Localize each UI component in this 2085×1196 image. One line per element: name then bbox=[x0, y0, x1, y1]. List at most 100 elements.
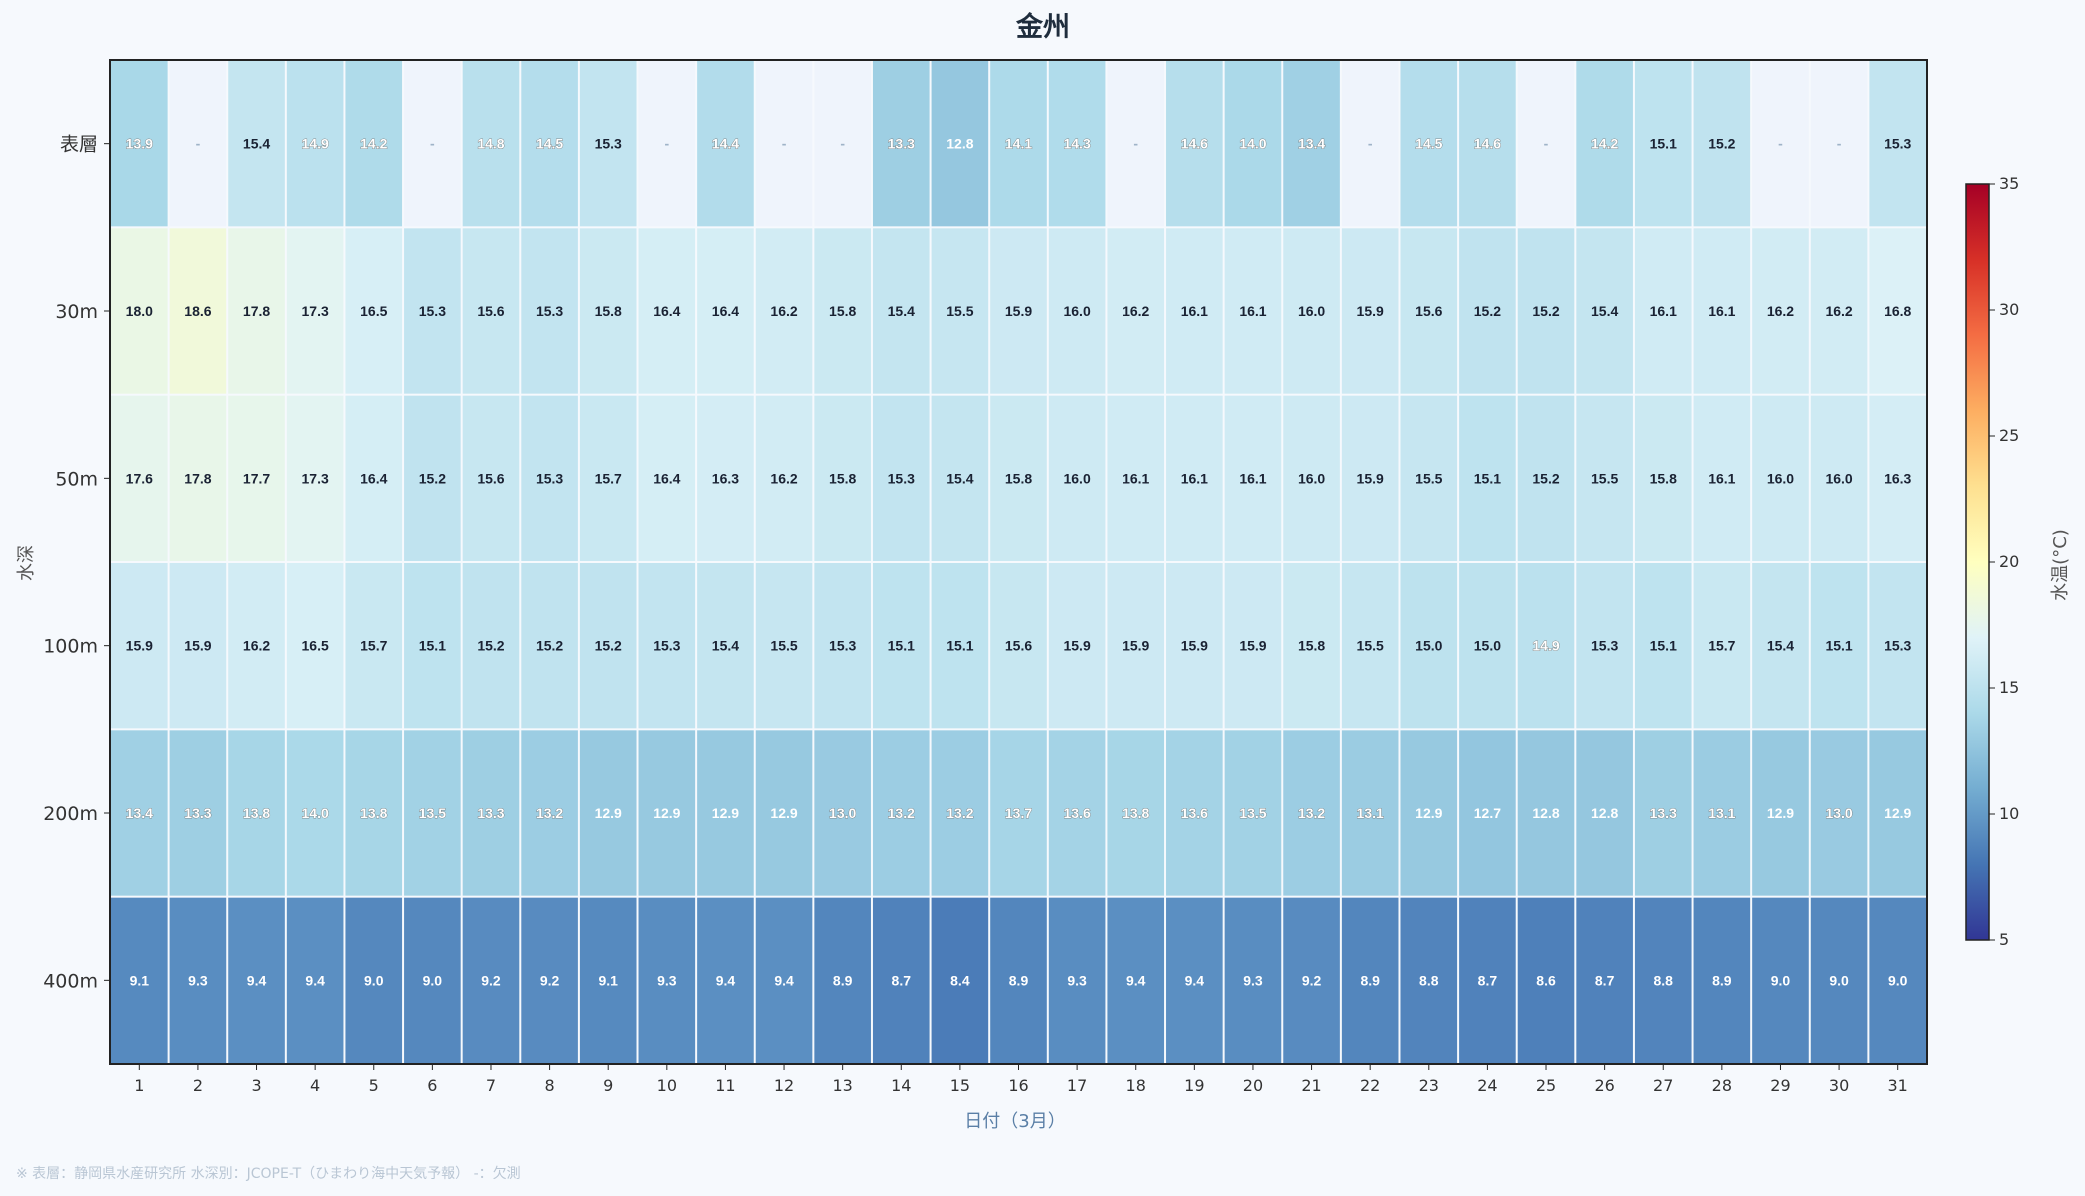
cell-value-label: 15.1 bbox=[1825, 638, 1852, 654]
cell-value-label: 15.9 bbox=[1357, 303, 1384, 319]
cell-value-label: 9.1 bbox=[130, 972, 150, 988]
cell-value-label: 15.3 bbox=[653, 638, 680, 654]
heatmap-cell bbox=[1048, 61, 1106, 227]
heatmap-cell bbox=[1576, 228, 1633, 394]
heatmap-cell bbox=[697, 395, 754, 561]
heatmap-cell bbox=[1869, 228, 1926, 394]
heatmap-cell bbox=[1341, 228, 1399, 394]
x-tick-label: 8 bbox=[545, 1076, 555, 1095]
cell-value-label: 15.6 bbox=[1415, 303, 1442, 319]
cell-value-label: 14.8 bbox=[477, 136, 504, 152]
heatmap-cell bbox=[521, 563, 578, 729]
cell-value-label: 13.0 bbox=[829, 805, 856, 821]
cell-value-label: 12.9 bbox=[1415, 805, 1442, 821]
heatmap-cell bbox=[990, 395, 1047, 561]
cell-value-label: 15.9 bbox=[1122, 638, 1149, 654]
heatmap-cell bbox=[111, 730, 168, 896]
cell-value-label: 8.6 bbox=[1536, 972, 1556, 988]
cell-value-label: 17.8 bbox=[243, 303, 270, 319]
cell-value-label: 13.0 bbox=[1825, 805, 1852, 821]
heatmap-cell bbox=[697, 61, 754, 227]
cell-value-label: - bbox=[1544, 136, 1549, 152]
cell-value-label: 9.3 bbox=[188, 972, 208, 988]
heatmap-cell bbox=[872, 395, 930, 561]
heatmap-cell bbox=[755, 395, 813, 561]
heatmap-cell bbox=[990, 897, 1047, 1063]
x-tick-label: 18 bbox=[1126, 1076, 1146, 1095]
heatmap-cell bbox=[111, 395, 168, 561]
heatmap-cell bbox=[404, 395, 461, 561]
heatmap-cell bbox=[1283, 897, 1340, 1063]
cell-value-label: 8.8 bbox=[1654, 972, 1674, 988]
heatmap-cell bbox=[814, 563, 871, 729]
x-tick-label: 7 bbox=[486, 1076, 496, 1095]
heatmap-cell bbox=[872, 61, 930, 227]
cell-value-label: 15.4 bbox=[712, 638, 739, 654]
heatmap-cell bbox=[1576, 395, 1633, 561]
cell-value-label: 15.5 bbox=[1591, 470, 1618, 486]
cell-value-label: 15.4 bbox=[243, 136, 270, 152]
heatmap-cell bbox=[404, 61, 461, 227]
cell-value-label: 13.2 bbox=[1298, 805, 1325, 821]
heatmap-cell bbox=[1634, 228, 1692, 394]
cell-value-label: 17.3 bbox=[302, 470, 329, 486]
heatmap-cell bbox=[521, 228, 578, 394]
heatmap-cell bbox=[111, 897, 168, 1063]
cell-value-label: 15.3 bbox=[536, 303, 563, 319]
cell-value-label: 15.9 bbox=[1239, 638, 1266, 654]
cell-value-label: 14.2 bbox=[360, 136, 387, 152]
cell-value-label: 13.2 bbox=[888, 805, 915, 821]
heatmap-cell bbox=[638, 395, 696, 561]
cell-value-label: 15.2 bbox=[419, 470, 446, 486]
cell-value-label: 14.3 bbox=[1063, 136, 1090, 152]
cell-value-label: 16.1 bbox=[1239, 303, 1266, 319]
cell-value-label: 12.9 bbox=[1884, 805, 1911, 821]
heatmap-cell bbox=[462, 730, 520, 896]
colorbar-tick-label: 25 bbox=[1999, 426, 2019, 445]
heatmap-cell bbox=[1400, 395, 1458, 561]
heatmap-cell bbox=[1048, 228, 1106, 394]
y-axis-label: 水深 bbox=[16, 545, 37, 581]
heatmap-cell bbox=[1693, 61, 1751, 227]
cell-value-label: 12.7 bbox=[1474, 805, 1501, 821]
heatmap-cell bbox=[521, 61, 578, 227]
x-tick-label: 16 bbox=[1008, 1076, 1028, 1095]
heatmap-cell bbox=[1283, 395, 1340, 561]
cell-value-label: 9.4 bbox=[716, 972, 736, 988]
heatmap-cell bbox=[638, 730, 696, 896]
cell-value-label: 8.7 bbox=[1595, 972, 1615, 988]
cell-value-label: 15.6 bbox=[477, 303, 504, 319]
cell-value-label: 13.3 bbox=[888, 136, 915, 152]
heatmap-cell bbox=[1810, 61, 1868, 227]
cell-value-label: 15.2 bbox=[1474, 303, 1501, 319]
heatmap-cell bbox=[1400, 897, 1458, 1063]
cell-value-label: - bbox=[664, 136, 669, 152]
x-tick-label: 28 bbox=[1712, 1076, 1732, 1095]
cell-value-label: 9.3 bbox=[1243, 972, 1263, 988]
heatmap-cell bbox=[462, 897, 520, 1063]
x-tick-label: 17 bbox=[1067, 1076, 1087, 1095]
y-axis-ticks: 表層 30m 50m 100m 200m 400m bbox=[43, 134, 110, 992]
heatmap-cell bbox=[1048, 563, 1106, 729]
cell-value-label: - bbox=[1133, 136, 1138, 152]
x-axis-label: 日付（3月） bbox=[964, 1111, 1065, 1132]
cell-value-label: 16.1 bbox=[1708, 303, 1735, 319]
heatmap-cell bbox=[1459, 730, 1516, 896]
cell-value-label: 13.6 bbox=[1063, 805, 1090, 821]
cell-value-label: 15.2 bbox=[536, 638, 563, 654]
cell-value-label: 16.2 bbox=[1122, 303, 1149, 319]
cell-value-label: 15.1 bbox=[1650, 136, 1677, 152]
cell-value-label: 12.9 bbox=[1767, 805, 1794, 821]
cell-value-label: 13.2 bbox=[536, 805, 563, 821]
heatmap-cell bbox=[1752, 897, 1809, 1063]
footnote: ※ 表層：静岡県水産研究所 水深別：JCOPE-T（ひまわり海中天気予報） -：… bbox=[16, 1166, 521, 1182]
cell-value-label: 15.4 bbox=[946, 470, 973, 486]
cell-value-label: 15.1 bbox=[1650, 638, 1677, 654]
heatmap-cell bbox=[814, 897, 871, 1063]
heatmap-cell bbox=[755, 897, 813, 1063]
heatmap-cell bbox=[111, 61, 168, 227]
cell-value-label: 16.5 bbox=[360, 303, 387, 319]
cell-value-label: - bbox=[840, 136, 845, 152]
heatmap-cell bbox=[1107, 395, 1165, 561]
colorbar bbox=[1965, 183, 1990, 941]
